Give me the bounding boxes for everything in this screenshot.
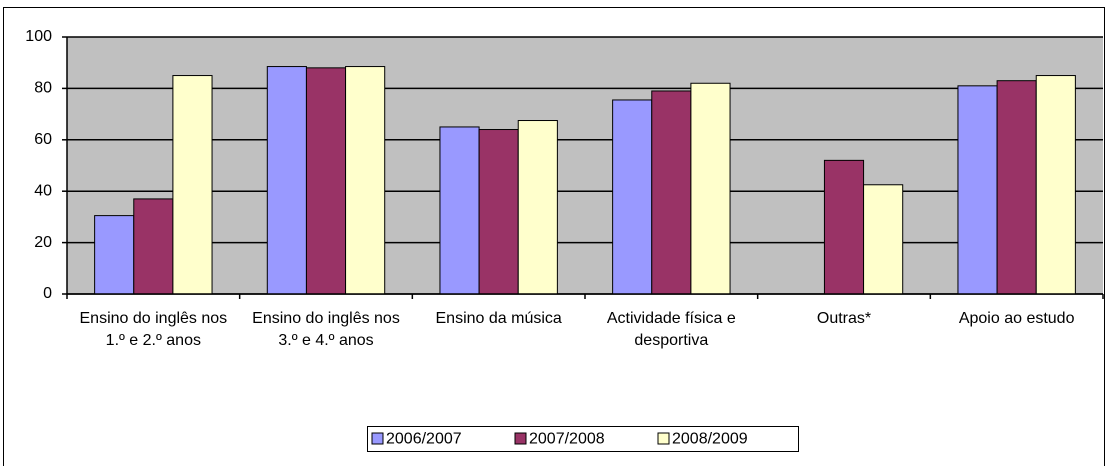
legend-swatch	[657, 432, 670, 445]
bar	[345, 66, 386, 295]
y-tick-label: 40	[34, 182, 52, 199]
bar	[94, 215, 135, 295]
bar	[517, 120, 558, 295]
bar	[172, 75, 213, 295]
y-tick-label: 100	[25, 28, 52, 45]
y-tick-label: 80	[34, 80, 52, 97]
x-tick-label: Actividade física e desportiva	[606, 310, 736, 349]
bar	[996, 80, 1037, 295]
bar	[1035, 75, 1076, 295]
legend-swatch	[371, 432, 384, 445]
x-tick-label: Ensino da música	[435, 310, 562, 327]
y-tick-label: 60	[34, 131, 52, 148]
x-tick-label: Ensino do inglês nos 1.º e 2.º anos	[79, 310, 228, 349]
bar	[957, 85, 998, 295]
bar	[305, 67, 347, 295]
y-tick-label: 0	[43, 285, 52, 302]
bar	[690, 82, 731, 295]
legend-label: 2008/2009	[672, 431, 748, 448]
legend-box	[367, 426, 799, 452]
bar	[651, 90, 692, 295]
x-tick-label: Outras*	[816, 310, 872, 327]
x-tick-label: Ensino do inglês nos 3.º e 4.º anos	[252, 310, 400, 349]
legend-label: 2007/2008	[529, 431, 605, 448]
legend-swatch	[514, 432, 527, 445]
y-tick-label: 20	[34, 234, 52, 251]
bar	[439, 126, 480, 295]
x-tick-label: Apoio ao estudo	[958, 310, 1075, 327]
bar	[133, 198, 174, 295]
bar	[612, 99, 653, 295]
bar	[823, 159, 865, 295]
plot-area	[67, 37, 1103, 294]
bar	[478, 129, 519, 295]
legend-label: 2006/2007	[386, 431, 462, 448]
bar	[266, 66, 307, 295]
bar	[863, 184, 904, 295]
